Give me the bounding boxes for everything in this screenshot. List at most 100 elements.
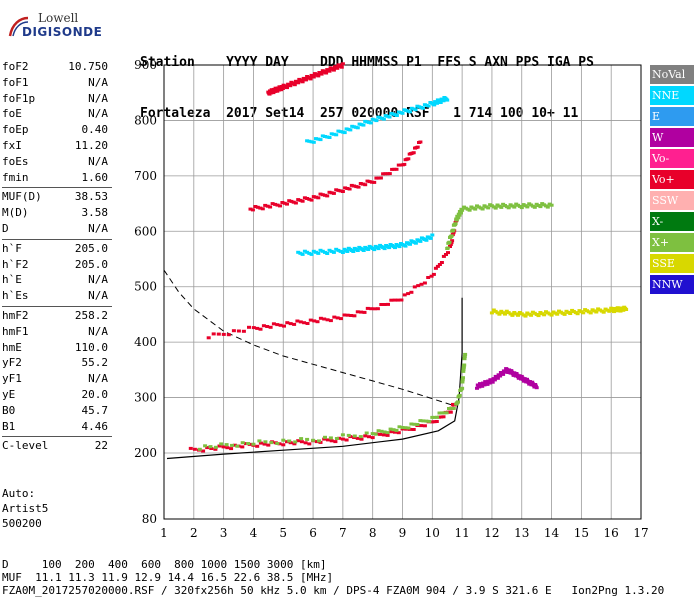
trace-point-vo (415, 145, 420, 149)
trace-point-x (376, 429, 381, 433)
trace-point-vo (372, 307, 377, 311)
trace-point-x (461, 376, 465, 380)
param-label: MUF(D) (2, 190, 42, 204)
trace-point-vo (236, 329, 241, 333)
trace-point-vo (244, 442, 248, 446)
trace-point-x (305, 437, 310, 441)
trace-point-nne (331, 250, 336, 254)
trace-point-vo (396, 298, 400, 302)
trace-point-vo (339, 317, 343, 321)
trace-point-x (461, 365, 466, 369)
trace-point-vo (221, 445, 226, 449)
trace-point-vo (376, 176, 381, 180)
trace-point-vo (296, 81, 301, 85)
trace-point-w (530, 380, 535, 384)
trace-point-vo (221, 332, 226, 336)
param-row-hmf1: hmF1 N/A (2, 325, 112, 341)
trace-point-vo (363, 183, 368, 187)
trace-point-nne (329, 132, 334, 136)
param-label: hmF2 (2, 309, 29, 322)
trace-point-vo (383, 172, 388, 176)
trace-point-vo (323, 193, 327, 197)
trace-point-x (454, 218, 459, 222)
trace-point-vo (309, 198, 314, 202)
trace-point-x (456, 216, 461, 220)
trace-point-x (323, 435, 327, 439)
trace-point-vo (433, 266, 438, 270)
param-value: 110.0 (74, 340, 108, 354)
param-row-hes: h`Es N/A (2, 289, 112, 305)
trace-point-x (382, 430, 387, 434)
trace-point-x (257, 439, 262, 443)
trace-point-nne (372, 248, 377, 252)
trace-point-sse (542, 313, 547, 317)
trace-point-nne (314, 250, 318, 254)
x-tick-label: 5 (279, 526, 287, 540)
trace-point-vo (213, 447, 218, 451)
param-separator (2, 238, 112, 240)
trace-point-nne (327, 136, 332, 139)
trace-point-vo (253, 205, 258, 208)
muf-curve (163, 269, 455, 407)
x-tick-label: 16 (604, 526, 619, 540)
trace-point-x (447, 407, 451, 410)
x-tick-label: 14 (544, 526, 560, 540)
legend-item-nnw: NNW (650, 275, 694, 294)
trace-point-vo (291, 200, 296, 204)
trace-point-x (519, 206, 524, 210)
footer-file: FZA0M_2017257020000.RSF / 320fx256h 50 k… (2, 584, 665, 597)
trace-point-x (235, 444, 240, 448)
trace-point-vo (336, 188, 341, 192)
trace-point-x (230, 443, 234, 447)
param-value: N/A (88, 324, 108, 338)
trace-point-vo (232, 443, 237, 447)
auto-label: Auto: (2, 487, 36, 500)
param-value: N/A (88, 154, 108, 168)
param-value: N/A (88, 289, 108, 303)
trace-point-vo (379, 303, 384, 306)
trace-point-w (517, 374, 522, 378)
trace-point-x (486, 206, 491, 210)
trace-point-sse (523, 314, 528, 318)
trace-point-vo (260, 207, 265, 211)
trace-point-vo (302, 196, 307, 200)
trace-point-vo (345, 187, 350, 190)
trace-point-vo (255, 444, 260, 448)
param-label: h`E (2, 273, 22, 287)
trace-point-vo (365, 306, 370, 310)
param-value: 3.58 (81, 206, 109, 220)
param-label: foE (2, 107, 22, 121)
trace-point-nne (327, 248, 332, 252)
trace-point-nne (316, 137, 321, 141)
param-row-hf2: h`F2 205.0 (2, 258, 112, 274)
trace-point-nne (428, 236, 433, 240)
trace-point-sse (529, 313, 534, 317)
trace-point-vo (192, 447, 197, 451)
y-tick-label: 900 (134, 58, 157, 72)
trace-point-vo (241, 329, 246, 333)
trace-point-vo (318, 316, 323, 320)
trace-point-nne (334, 133, 339, 137)
trace-point-nne (418, 239, 423, 243)
param-row-b0: B0 45.7 (2, 404, 112, 420)
trace-point-w (495, 376, 500, 380)
footer-distance: D 100 200 400 600 800 1000 1500 3000 [km… (2, 558, 327, 571)
trace-point-nne (441, 99, 446, 103)
trace-point-vo (329, 439, 334, 443)
trace-point-nne (320, 249, 325, 253)
param-label: fxI (2, 139, 22, 152)
param-row-clevel: C-level 22 (2, 439, 112, 455)
trace-point-vo (300, 199, 305, 203)
trace-point-vo (396, 431, 401, 435)
trace-point-vo (432, 420, 437, 424)
trace-point-x (461, 367, 466, 371)
trace-point-x (388, 427, 393, 431)
trace-point-vo (280, 201, 285, 204)
trace-point-x (340, 433, 345, 437)
trace-point-sse (562, 312, 567, 316)
param-label: B0 (2, 403, 16, 417)
y-tick-label: 600 (134, 224, 157, 238)
param-value: N/A (88, 372, 108, 386)
trace-point-vo (282, 324, 286, 328)
trace-point-nne (438, 101, 443, 104)
